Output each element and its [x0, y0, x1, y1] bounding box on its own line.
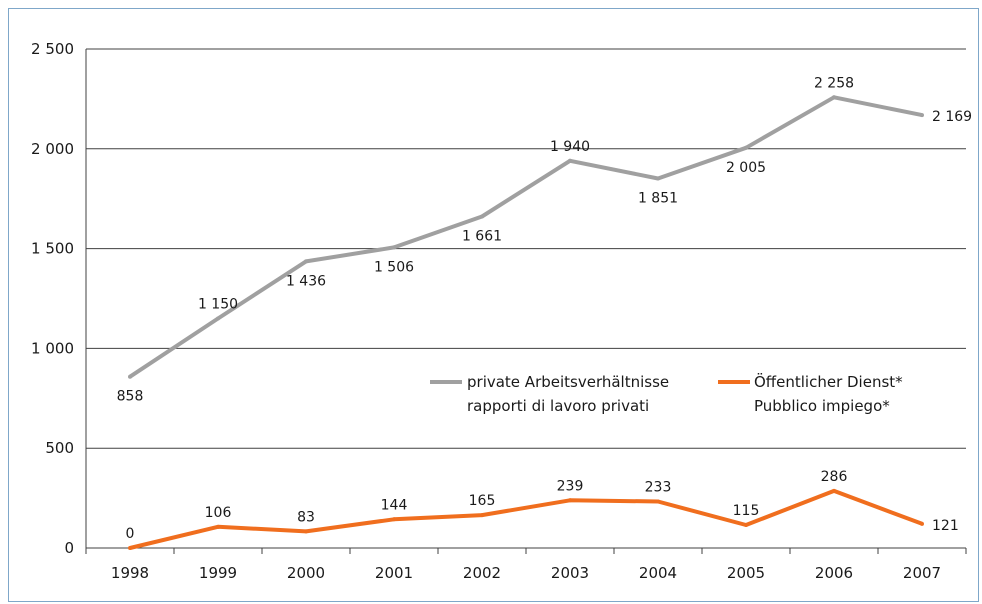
data-point [392, 517, 396, 522]
y-tick-label: 2 000 [31, 140, 74, 158]
y-tick-label: 500 [45, 439, 74, 457]
y-tick-label: 2 500 [31, 40, 74, 58]
legend-label-public-line1: Öffentlicher Dienst* [754, 372, 903, 391]
data-label: 2 005 [726, 160, 766, 176]
data-point [568, 158, 572, 163]
data-label: 1 940 [550, 139, 590, 155]
data-label: 1 661 [462, 228, 502, 244]
x-tick-label-2006: 2006 [815, 564, 853, 582]
data-label: 165 [469, 493, 496, 509]
x-tick-label-2002: 2002 [463, 564, 501, 582]
data-point [920, 521, 924, 526]
data-point [656, 176, 660, 181]
data-point [216, 524, 220, 529]
gridlines [86, 48, 966, 449]
data-point [832, 95, 836, 100]
series-line-1 [129, 488, 923, 550]
x-tick-label-2003: 2003 [551, 564, 589, 582]
data-point [744, 523, 748, 528]
data-point [128, 546, 132, 550]
data-label: 1 506 [374, 259, 414, 275]
legend-item-public: Öffentlicher Dienst* Pubblico impiego* [718, 372, 903, 415]
legend-label-public-line2: Pubblico impiego* [754, 397, 890, 415]
data-label: 286 [821, 469, 848, 485]
legend-item-private: private Arbeitsverhältnisse rapporti di … [430, 373, 669, 415]
x-tick-label-2004: 2004 [639, 564, 677, 582]
data-point [216, 316, 220, 321]
y-tick-label: 0 [64, 539, 74, 557]
data-point [480, 513, 484, 518]
y-tick-label: 1 000 [31, 339, 74, 357]
data-point [128, 374, 132, 379]
series-lines [128, 95, 924, 550]
data-label: 83 [297, 509, 315, 525]
data-label: 2 258 [814, 75, 854, 91]
data-label: 1 436 [286, 273, 326, 289]
x-tick-label-2001: 2001 [375, 564, 413, 582]
data-point [304, 529, 308, 534]
data-label: 121 [932, 518, 959, 534]
data-point [656, 499, 660, 504]
x-tick-label-1999: 1999 [199, 564, 237, 582]
axes: 0 500 1 000 1 500 2 000 2 500 1998 1999 2000 2001… [31, 40, 967, 582]
x-tick-label-2007: 2007 [903, 564, 941, 582]
data-point [392, 245, 396, 250]
legend-label-private-line1: private Arbeitsverhältnisse [467, 373, 669, 391]
data-label: 233 [645, 479, 672, 495]
data-label: 115 [733, 503, 760, 519]
data-label: 1 150 [198, 296, 238, 312]
data-label: 239 [557, 478, 584, 494]
data-point [480, 214, 484, 219]
data-label: 2 169 [932, 109, 972, 125]
data-point [304, 259, 308, 264]
legend-label-private-line2: rapporti di lavoro privati [467, 397, 649, 415]
legend: private Arbeitsverhältnisse rapporti di … [430, 372, 903, 415]
data-point [744, 145, 748, 150]
data-label: 858 [117, 389, 144, 405]
x-tick-label-2005: 2005 [727, 564, 765, 582]
x-tick-label-1998: 1998 [111, 564, 149, 582]
data-label: 1 851 [638, 191, 678, 207]
data-label: 144 [381, 497, 408, 513]
data-point [568, 498, 572, 503]
y-tick-label: 1 500 [31, 240, 74, 258]
data-point [832, 488, 836, 493]
data-labels: 858 1 150 1 436 1 506 1 661 1 940 1 851 2 005 2 … [117, 75, 972, 542]
data-point [920, 113, 924, 118]
series-line-0 [128, 95, 923, 379]
x-tick-label-2000: 2000 [287, 564, 325, 582]
data-label: 0 [126, 526, 135, 542]
data-label: 106 [205, 505, 232, 521]
